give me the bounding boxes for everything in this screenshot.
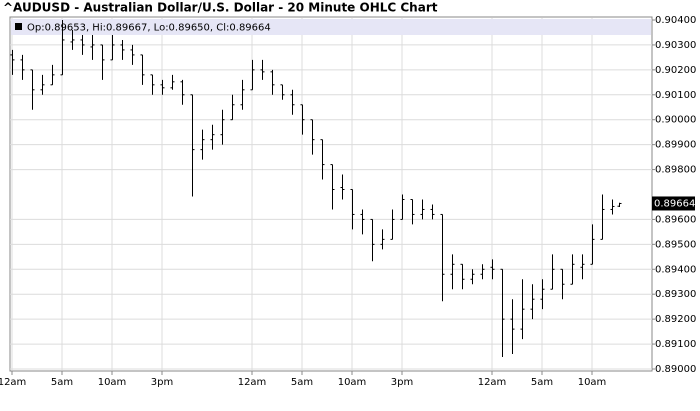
y-tick-label: 0.89400 [655, 264, 696, 275]
y-tick-label: 0.89600 [655, 214, 696, 225]
legend-swatch [15, 23, 22, 30]
y-tick-label: 0.89000 [655, 364, 696, 375]
x-tick-label: 10am [338, 377, 367, 388]
y-tick-label: 0.89200 [655, 314, 696, 325]
y-tick-label: 0.89500 [655, 239, 696, 250]
y-tick-label: 0.90000 [655, 115, 696, 126]
x-tick-label: 5am [291, 377, 313, 388]
y-tick-label: 0.90100 [655, 90, 696, 101]
chart-title: ^AUDUSD - Australian Dollar/U.S. Dollar … [3, 1, 438, 15]
y-tick-label: 0.90300 [655, 40, 696, 51]
x-tick-label: 3pm [391, 377, 413, 388]
last-price-label: 0.89664 [654, 198, 695, 209]
y-tick-label: 0.89100 [655, 339, 696, 350]
x-tick-label: 10am [578, 377, 607, 388]
x-tick-label: 10am [98, 377, 127, 388]
y-tick-label: 0.89900 [655, 140, 696, 151]
plot-area [9, 16, 653, 372]
y-tick-label: 0.89800 [655, 165, 696, 176]
y-tick-label: 0.90400 [655, 15, 696, 26]
x-tick-label: 12am [0, 377, 26, 388]
last-price-box [652, 196, 695, 211]
y-tick-label: 0.90200 [655, 65, 696, 76]
x-tick-label: 3pm [151, 377, 173, 388]
legend-box [11, 19, 651, 35]
x-tick-label: 12am [238, 377, 267, 388]
x-tick-label: 12am [478, 377, 507, 388]
legend-text: Op:0.89653, Hi:0.89667, Lo:0.89650, Cl:0… [27, 23, 271, 34]
x-tick-label: 5am [51, 377, 73, 388]
y-tick-label: 0.89300 [655, 289, 696, 300]
x-tick-label: 5am [531, 377, 553, 388]
